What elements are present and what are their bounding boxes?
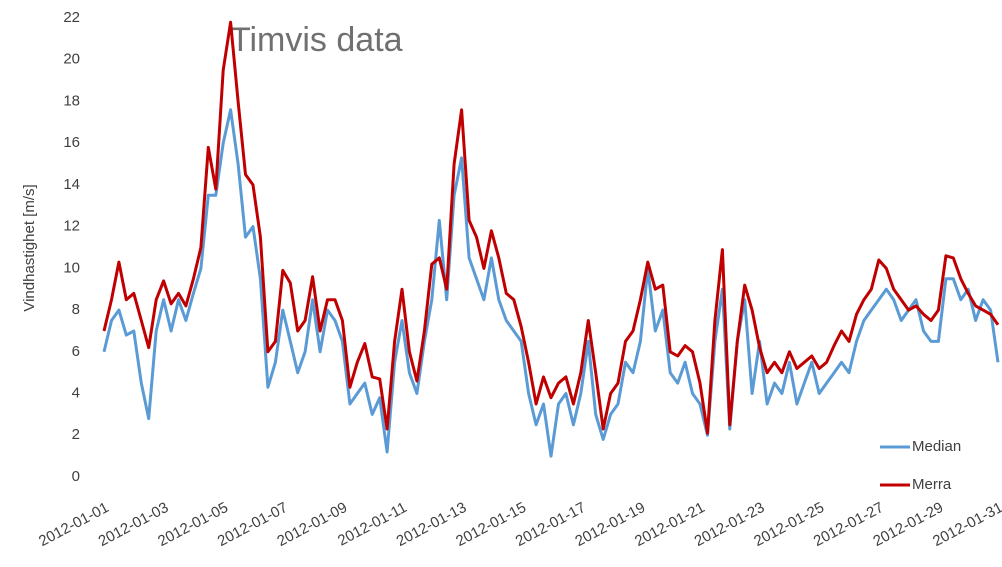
y-tick-label: 0 — [72, 468, 80, 485]
y-tick-label: 6 — [72, 343, 80, 360]
y-tick-label: 18 — [63, 92, 80, 109]
y-tick-label: 22 — [63, 9, 80, 26]
y-tick-label: 14 — [63, 176, 80, 193]
y-axis-label: Vindhastighet [m/s] — [21, 184, 38, 311]
y-tick-label: 10 — [63, 259, 80, 276]
line-series — [102, 108, 1000, 458]
y-tick-label: 4 — [72, 385, 80, 402]
y-tick-label: 16 — [63, 134, 80, 151]
line-series — [102, 20, 1000, 435]
y-tick-label: 2 — [72, 426, 80, 443]
chart-title: Timvis data — [230, 21, 403, 59]
legend-label: Median — [912, 438, 961, 455]
y-tick-label: 12 — [63, 218, 80, 235]
y-tick-label: 8 — [72, 301, 80, 318]
y-tick-label: 20 — [63, 51, 80, 68]
legend-label: Merra — [912, 476, 952, 493]
